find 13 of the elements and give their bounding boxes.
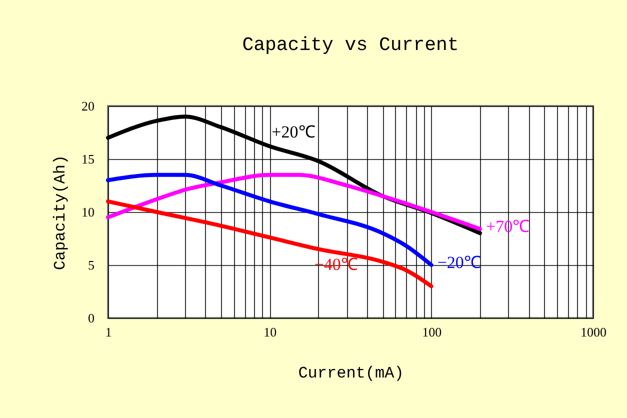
chart-title: Capacity vs Current [242, 34, 459, 56]
y-tick-label: 20 [82, 98, 94, 114]
y-tick-label: 10 [82, 204, 94, 220]
y-tick-label: 0 [88, 310, 94, 326]
x-tick-label: 10 [264, 324, 277, 340]
y-axis-title: Capacity(Ah) [52, 154, 70, 270]
y-tick-label: 15 [82, 152, 94, 166]
y-tick-label: 5 [88, 258, 94, 272]
x-axis-title: Current(mA) [298, 364, 404, 382]
series-label: +20℃ [272, 122, 316, 142]
x-tick-label: 1 [105, 324, 112, 340]
x-tick-label: 1000 [580, 324, 606, 340]
x-tick-label: 100 [422, 324, 442, 340]
